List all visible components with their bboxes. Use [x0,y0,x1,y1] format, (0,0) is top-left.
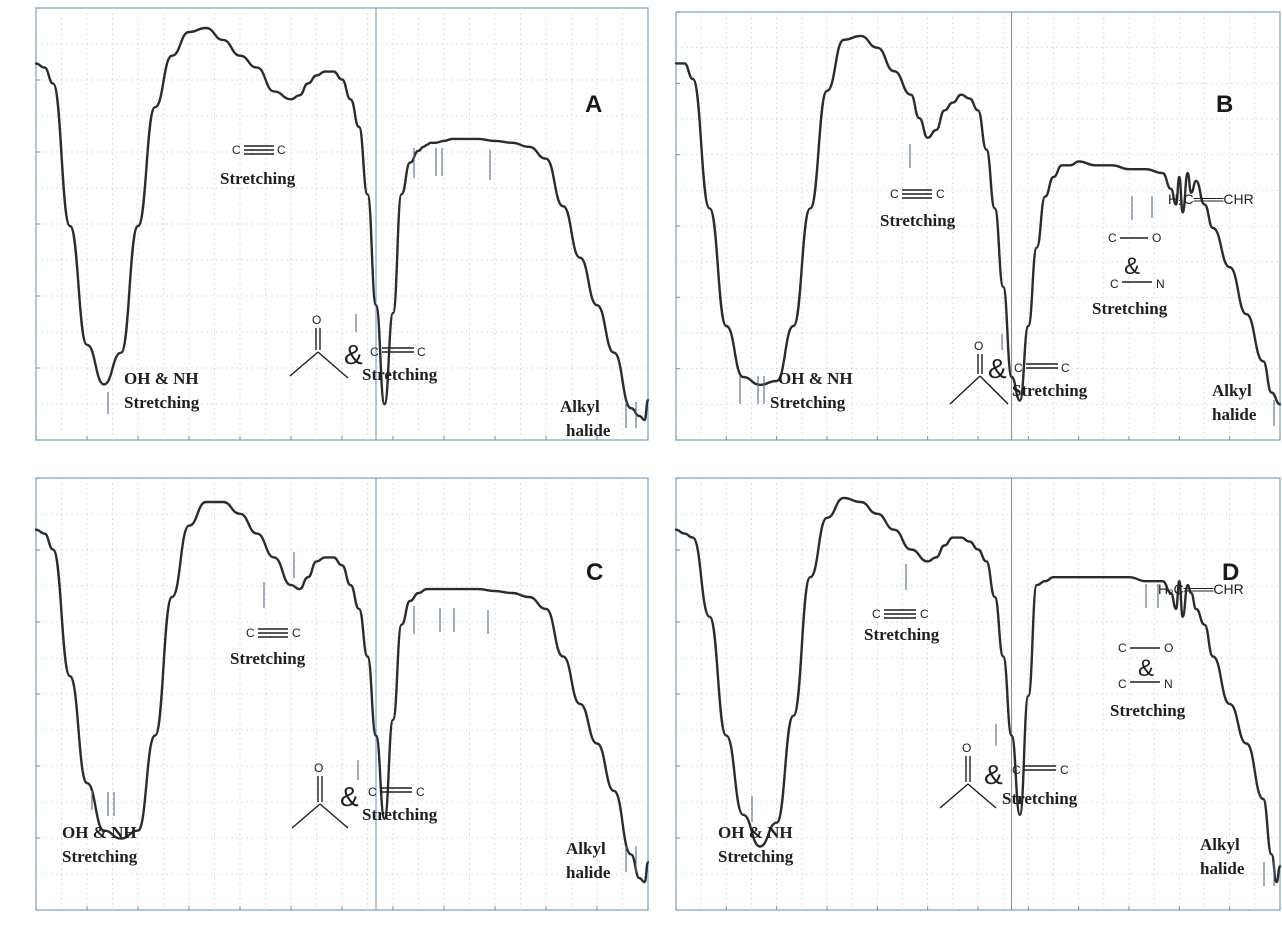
panel-a-alkyne-right-atom: C [277,143,286,157]
panel-b-alkyne-stretching: Stretching [880,211,956,230]
panel-c-ticks [35,477,649,911]
panel-b-carbonyl-o: O [974,339,983,353]
panel-b-alkyne2-left: C [1014,361,1023,375]
panel-c-ampersand: & [340,781,359,812]
panel-c-peak-markers [91,552,637,872]
panel-d-alkyl-label: Alkyl [1200,835,1240,854]
panel-d-alkyne2-right: C [1060,763,1069,777]
panel-b-co-cn-stretching: Stretching [1092,299,1168,318]
panel-d-co-cn-stretching: Stretching [1110,701,1186,720]
panel-c-alkyne-left-atom: C [246,626,255,640]
panel-d-letter: D [1222,559,1239,586]
panel-b-spectrum-line [674,34,1282,406]
panel-d-cn-c: C [1118,677,1127,691]
panel-b-triple-bond [902,189,932,199]
panel-c-spectrum-line [34,500,650,884]
panel-b-cn-c: C [1110,277,1119,291]
panel-d-oh-nh-label: OH & NH [718,823,793,842]
panel-a-carbonyl-stretching: Stretching [362,365,438,384]
panel-d-oh-nh-stretching: Stretching [718,847,794,866]
panel-b: B C C Stretching O & C C Stretching OH &… [674,11,1282,441]
panel-b-carbonyl-structure: O [949,339,1009,405]
panel-c-oh-nh-stretching: Stretching [62,847,138,866]
panel-b-alkyne2-right: C [1061,361,1070,375]
panel-a-triple-bond [244,145,274,155]
panel-d-co-o: O [1164,641,1173,655]
panel-b-cn-n: N [1156,277,1165,291]
panel-d-carbonyl-o: O [962,741,971,755]
panel-a-alkyne-left-atom: C [232,143,241,157]
panel-a-peak-markers [107,148,637,428]
panel-d-alkyne2-left: C [1012,763,1021,777]
panel-a-halide-label: halide [566,421,611,440]
panel-c-oh-nh-label: OH & NH [62,823,137,842]
panel-b-ampersand-2: & [1124,253,1140,280]
panel-d-triple-bond-2 [1024,765,1056,771]
panel-c: C C C Stretching O & C C Stretching OH &… [34,477,650,911]
panel-a-carbonyl-o: O [312,313,321,327]
panel-b-carbonyl-stretching: Stretching [1012,381,1088,400]
panel-c-letter: C [586,559,603,586]
panel-a-ticks [35,7,649,441]
panel-a-carbonyl-structure: O [289,313,349,379]
panel-d-ampersand-2: & [1138,655,1154,682]
panel-b-halide-label: halide [1212,405,1257,424]
panel-d-carbonyl-stretching: Stretching [1002,789,1078,808]
panel-c-triple-bond-2 [380,787,412,793]
panel-d-alkyne-left-atom: C [872,607,881,621]
panel-d-alkyne-right-atom: C [920,607,929,621]
panel-d-cn-n: N [1164,677,1173,691]
panel-c-alkyne2-right: C [416,785,425,799]
panel-d-spectrum-line [674,496,1282,884]
panel-d-co-c: C [1118,641,1127,655]
panel-b-peak-markers [739,144,1275,426]
panel-c-halide-label: halide [566,863,611,882]
panel-d: D C C Stretching O & C C Stretching OH &… [674,477,1282,911]
panel-a: A C C Stretching O & C C Stretching OH &… [34,7,650,441]
panel-b-alkyne-right-atom: C [936,187,945,201]
panel-d-alkyne-stretching: Stretching [864,625,940,644]
panel-b-co-c: C [1108,231,1117,245]
panel-d-ticks [675,477,1281,911]
panel-c-carbonyl-o: O [314,761,323,775]
panel-b-vinyl-label: H₂C═══CHR [1168,191,1254,207]
panel-b-ticks [675,11,1281,441]
panel-c-carbonyl-structure: O [291,761,349,829]
panel-c-alkyne-right-atom: C [292,626,301,640]
panel-a-alkyne-stretching: Stretching [220,169,296,188]
panel-b-triple-bond-2 [1026,363,1058,369]
panel-b-oh-nh-stretching: Stretching [770,393,846,412]
panel-d-halide-label: halide [1200,859,1245,878]
panel-b-oh-nh-label: OH & NH [778,369,853,388]
panel-a-oh-nh-label: OH & NH [124,369,199,388]
panel-d-peak-markers [751,564,1275,886]
panel-d-carbonyl-structure: O [939,741,997,809]
panel-b-co-o: O [1152,231,1161,245]
panel-a-alkyne2-left: C [370,345,379,359]
panel-a-triple-bond-2 [382,347,414,353]
panel-b-letter: B [1216,91,1233,118]
panel-c-alkyne2-left: C [368,785,377,799]
panel-a-oh-nh-stretching: Stretching [124,393,200,412]
panel-c-triple-bond [258,628,288,638]
panel-c-alkyl-label: Alkyl [566,839,606,858]
panel-d-ampersand: & [984,759,1003,790]
panel-b-ampersand: & [988,353,1007,384]
panel-d-triple-bond [884,609,916,619]
panel-c-alkyne-stretching: Stretching [230,649,306,668]
panel-b-alkyne-left-atom: C [890,187,899,201]
panel-b-alkyl-label: Alkyl [1212,381,1252,400]
panel-d-vinyl-label: H₂C═══CHR [1158,581,1244,597]
panel-a-ampersand: & [344,339,363,370]
panel-c-grid [36,478,648,910]
panel-a-letter: A [585,91,602,118]
panel-a-alkyne2-right: C [417,345,426,359]
panel-c-carbonyl-stretching: Stretching [362,805,438,824]
panel-a-alkyl-label: Alkyl [560,397,600,416]
panel-a-spectrum-line [34,26,650,422]
